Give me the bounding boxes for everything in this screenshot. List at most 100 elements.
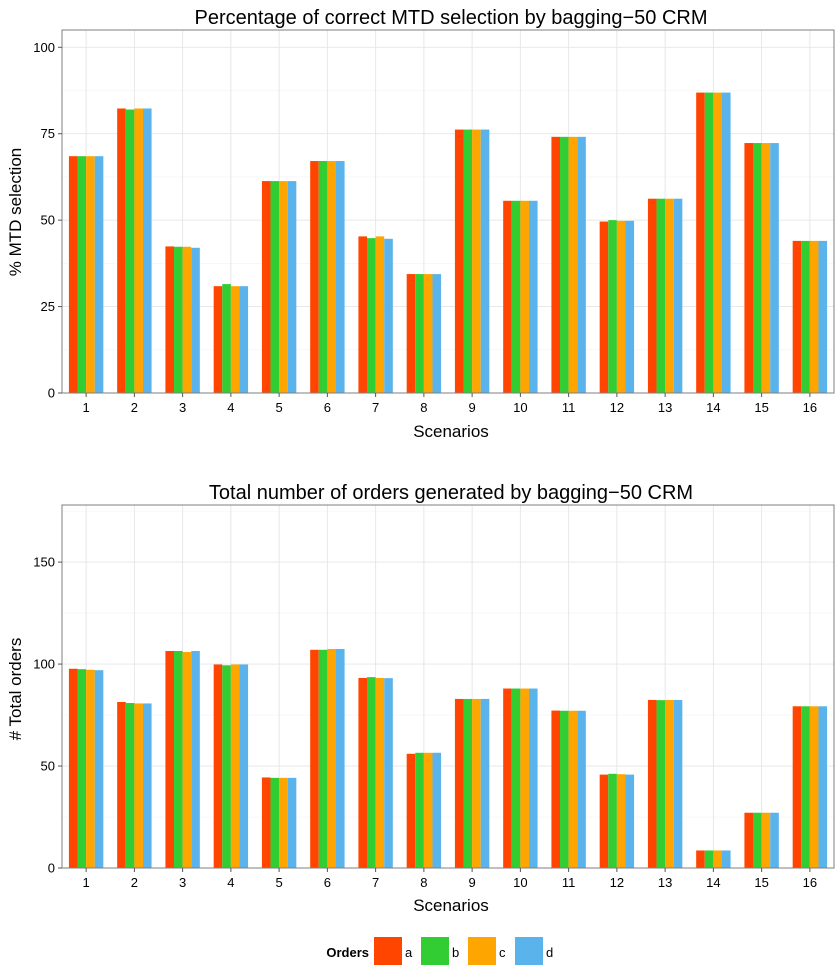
x-tick-label: 8 [420, 875, 427, 890]
bar-a-scenario-5 [261, 777, 271, 868]
legend-key-c [468, 937, 496, 965]
bar-b-scenario-15 [753, 812, 762, 868]
bar-d-scenario-16 [818, 240, 828, 393]
bar-c-scenario-2 [134, 703, 143, 868]
bar-a-scenario-5 [261, 181, 271, 393]
y-axis: 0 50 100 150 [33, 555, 62, 876]
y-tick-label: 50 [41, 759, 55, 774]
bar-b-scenario-7 [367, 677, 376, 868]
plot-border [61, 29, 835, 394]
bar-d-scenario-4 [239, 286, 249, 393]
bar-c-scenario-8 [423, 274, 433, 393]
bar-a-scenario-6 [310, 161, 319, 393]
bar-d-scenario-7 [384, 678, 393, 868]
y-axis: 0 25 50 75 100 [33, 40, 62, 401]
bar-d-scenario-5 [287, 777, 297, 868]
bar-c-scenario-12 [616, 774, 626, 868]
legend-label-c: c [499, 945, 506, 960]
x-tick-label: 9 [469, 875, 476, 890]
legend-key-a [374, 937, 402, 965]
x-tick-label: 11 [562, 875, 576, 890]
bar-c-scenario-5 [279, 777, 288, 868]
bar-b-scenario-1 [77, 156, 87, 393]
bar-a-scenario-9 [454, 129, 464, 393]
bar-a-scenario-11 [551, 710, 561, 868]
bar-a-scenario-14 [696, 850, 705, 868]
y-axis-title: # Total orders [6, 638, 25, 741]
bar-a-scenario-12 [599, 221, 609, 393]
bar-d-scenario-15 [770, 812, 779, 868]
bar-a-scenario-6 [310, 649, 319, 868]
x-tick-label: 6 [324, 400, 331, 415]
y-axis-title: % MTD selection [6, 148, 25, 276]
bar-b-scenario-16 [801, 240, 810, 393]
legend-key-b [421, 937, 449, 965]
bar-a-scenario-10 [503, 200, 512, 393]
bar-b-scenario-14 [704, 850, 714, 868]
bar-d-scenario-12 [625, 774, 635, 868]
x-tick-label: 14 [706, 400, 720, 415]
bar-c-scenario-1 [86, 669, 95, 868]
bar-b-scenario-8 [415, 274, 424, 393]
y-tick-label: 0 [48, 861, 55, 876]
bar-d-scenario-1 [94, 670, 104, 868]
x-tick-label: 7 [372, 875, 379, 890]
bar-a-scenario-4 [213, 286, 223, 393]
x-tick-label: 11 [562, 400, 576, 415]
bar-c-scenario-13 [665, 699, 674, 868]
x-tick-label: 6 [324, 875, 331, 890]
bar-a-scenario-4 [213, 664, 223, 868]
bar-b-scenario-2 [125, 109, 135, 393]
bar-c-scenario-16 [809, 240, 819, 393]
y-tick-label: 0 [48, 386, 55, 401]
bar-d-scenario-11 [577, 710, 586, 868]
x-tick-label: 3 [179, 400, 186, 415]
bar-c-scenario-2 [134, 108, 143, 393]
bar-d-scenario-9 [480, 698, 490, 868]
bar-d-scenario-10 [528, 688, 538, 868]
bar-d-scenario-15 [770, 143, 779, 393]
bar-b-scenario-3 [174, 246, 183, 393]
bar-c-scenario-8 [423, 752, 433, 868]
bar-b-scenario-7 [367, 238, 376, 393]
bar-d-scenario-6 [335, 648, 345, 868]
bar-d-scenario-7 [384, 238, 393, 393]
bar-b-scenario-16 [801, 706, 810, 868]
bar-a-scenario-14 [696, 92, 705, 394]
bar-d-scenario-2 [142, 703, 152, 868]
bar-d-scenario-14 [721, 850, 731, 868]
bar-b-scenario-13 [656, 198, 666, 393]
bar-d-scenario-1 [94, 156, 104, 393]
bar-b-scenario-4 [222, 665, 231, 868]
x-tick-label: 10 [513, 400, 527, 415]
bar-d-scenario-13 [673, 198, 683, 393]
x-tick-label: 5 [276, 875, 283, 890]
plot-border [61, 504, 835, 869]
bar-c-scenario-14 [713, 92, 722, 394]
bar-c-scenario-14 [713, 850, 722, 868]
bar-c-scenario-13 [665, 198, 674, 393]
bar-a-scenario-8 [406, 274, 416, 393]
bar-b-scenario-11 [560, 136, 569, 393]
bar-c-scenario-15 [761, 812, 771, 868]
bar-b-scenario-6 [318, 649, 328, 868]
y-tick-label: 100 [33, 40, 55, 55]
bar-a-scenario-2 [117, 108, 126, 393]
x-tick-label: 12 [610, 875, 624, 890]
y-tick-label: 150 [33, 555, 55, 570]
bar-a-scenario-16 [792, 240, 802, 393]
bar-c-scenario-9 [472, 129, 481, 393]
x-tick-label: 4 [227, 400, 234, 415]
bar-b-scenario-12 [608, 773, 617, 868]
x-tick-label: 13 [658, 400, 672, 415]
bar-c-scenario-3 [182, 246, 192, 393]
bar-c-scenario-4 [230, 664, 240, 868]
bar-d-scenario-3 [191, 651, 200, 868]
y-tick-label: 25 [41, 299, 55, 314]
x-tick-label: 13 [658, 875, 672, 890]
bar-b-scenario-1 [77, 669, 87, 868]
bar-c-scenario-5 [279, 181, 288, 393]
bar-c-scenario-6 [327, 161, 336, 393]
bar-a-scenario-12 [599, 774, 609, 868]
bar-d-scenario-2 [142, 108, 152, 393]
